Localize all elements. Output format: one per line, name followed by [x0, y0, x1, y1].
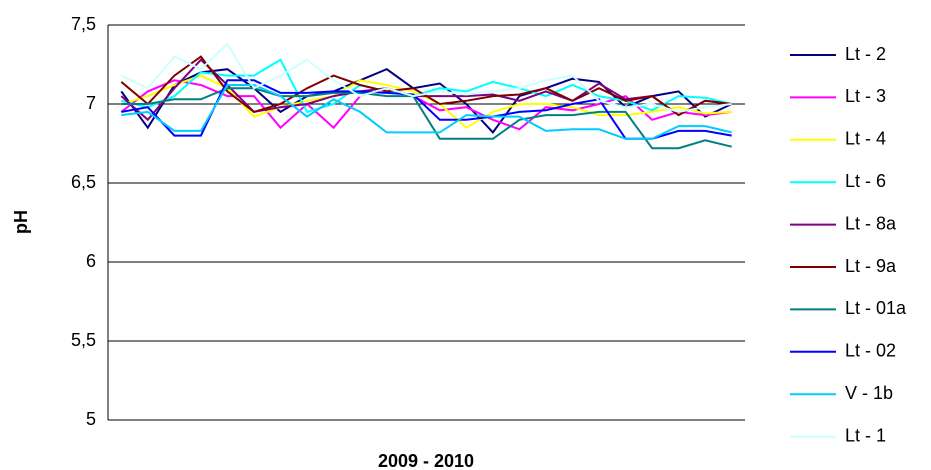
legend-label: Lt - 4: [845, 129, 886, 149]
y-axis-title: pH: [11, 210, 31, 234]
series-line: [120, 68, 733, 134]
y-tick-label: 6,5: [71, 172, 96, 192]
legend-label: Lt - 9a: [845, 256, 897, 276]
series-line: [121, 84, 732, 140]
y-tick-label: 7: [86, 93, 96, 113]
legend-label: Lt - 01a: [845, 298, 907, 318]
legend-label: Lt - 2: [845, 44, 886, 64]
legend-label: Lt - 1: [845, 425, 886, 445]
y-tick-label: 6: [86, 251, 96, 271]
series-line: [120, 42, 732, 113]
legend-label: Lt - 6: [845, 171, 886, 191]
legend-label: Lt - 02: [845, 341, 896, 361]
y-tick-label: 5,5: [71, 330, 96, 350]
legend-label: V - 1b: [845, 383, 893, 403]
series-line: [121, 58, 732, 114]
series-line: [120, 55, 732, 117]
y-tick-label: 5: [86, 409, 96, 429]
legend-label: Lt - 3: [845, 86, 886, 106]
x-axis-title: 2009 - 2010: [378, 451, 474, 470]
legend-label: Lt - 8a: [845, 213, 897, 233]
y-tick-label: 7,5: [71, 14, 96, 34]
